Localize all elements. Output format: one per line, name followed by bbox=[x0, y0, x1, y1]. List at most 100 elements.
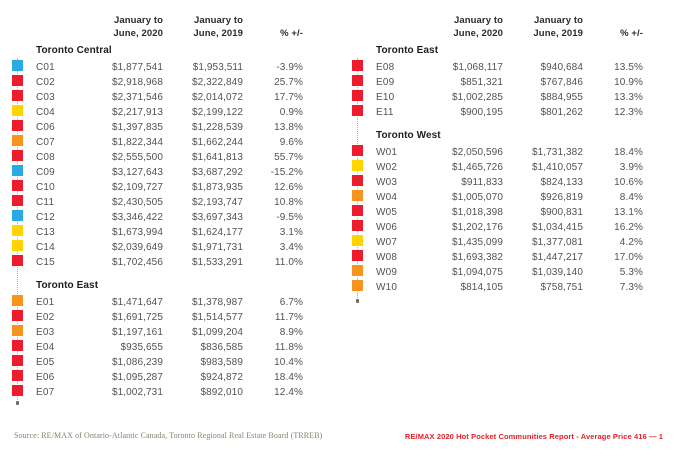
table-row-C09: C09 $3,127,643 $3,687,292 -15.2% bbox=[12, 163, 303, 178]
avg-price-2020: $1,691,725 bbox=[111, 311, 163, 323]
pct-change: 13.8% bbox=[274, 121, 303, 133]
table-row-E05: E05 $1,086,239 $983,589 10.4% bbox=[12, 353, 303, 368]
district-color-swatch bbox=[352, 160, 363, 171]
district-color-swatch bbox=[12, 295, 23, 306]
district-color-swatch bbox=[12, 385, 23, 396]
swatch-cell bbox=[12, 178, 36, 196]
table-row-E09: E09 $851,321 $767,846 10.9% bbox=[352, 73, 643, 88]
district-color-swatch bbox=[352, 280, 363, 291]
swatch-cell bbox=[12, 208, 36, 226]
avg-price-2020: $1,202,176 bbox=[451, 221, 503, 233]
swatch-cell bbox=[12, 383, 36, 401]
avg-price-2019: $758,751 bbox=[540, 281, 583, 293]
swatch-cell bbox=[352, 143, 376, 161]
pct-change: 10.6% bbox=[614, 176, 643, 188]
avg-price-2019: $924,872 bbox=[200, 371, 243, 383]
table-row-C12: C12 $3,346,422 $3,697,343 -9.5% bbox=[12, 208, 303, 223]
table-row-W02: W02 $1,465,726 $1,410,057 3.9% bbox=[352, 158, 643, 173]
district-code: W07 bbox=[376, 236, 398, 248]
header-spacer bbox=[36, 14, 88, 40]
table-row-W04: W04 $1,005,070 $926,819 8.4% bbox=[352, 188, 643, 203]
swatch-cell bbox=[352, 263, 376, 281]
pct-change: 8.4% bbox=[619, 191, 643, 203]
table-row-C04: C04 $2,217,913 $2,199,122 0.9% bbox=[12, 103, 303, 118]
table-row-E08: E08 $1,068,117 $940,684 13.5% bbox=[352, 58, 643, 73]
district-color-swatch bbox=[12, 195, 23, 206]
district-color-swatch bbox=[12, 120, 23, 131]
swatch-cell bbox=[12, 293, 36, 311]
pct-change: 5.3% bbox=[619, 266, 643, 278]
district-code: C08 bbox=[36, 151, 55, 163]
section-title: Toronto Central bbox=[36, 45, 112, 56]
pct-change: 11.8% bbox=[274, 341, 303, 353]
avg-price-2019: $1,873,935 bbox=[191, 181, 243, 193]
district-color-swatch bbox=[12, 135, 23, 146]
district-color-swatch bbox=[12, 225, 23, 236]
swatch-cell bbox=[12, 353, 36, 371]
avg-price-2019: $884,955 bbox=[540, 91, 583, 103]
district-color-swatch bbox=[12, 325, 23, 336]
avg-price-2019: $801,262 bbox=[540, 106, 583, 118]
avg-price-2020: $935,655 bbox=[120, 341, 163, 353]
avg-price-2020: $911,833 bbox=[461, 176, 503, 188]
swatch-cell bbox=[12, 133, 36, 151]
avg-price-2019: $2,199,122 bbox=[191, 106, 243, 118]
avg-price-2019: $1,624,177 bbox=[191, 226, 243, 238]
section-toronto-east: Toronto East E08 $1,068,117 $940,684 13.… bbox=[352, 44, 643, 118]
avg-price-2020: $814,105 bbox=[460, 281, 503, 293]
avg-price-2020: $1,465,726 bbox=[451, 161, 503, 173]
pct-change: 3.1% bbox=[279, 226, 303, 238]
table-row-E10: E10 $1,002,285 $884,955 13.3% bbox=[352, 88, 643, 103]
avg-price-2020: $1,002,731 bbox=[111, 386, 163, 398]
district-color-swatch bbox=[12, 340, 23, 351]
avg-price-2020: $1,086,239 bbox=[111, 356, 163, 368]
avg-price-2020: $2,217,913 bbox=[111, 106, 163, 118]
avg-price-2019: $983,589 bbox=[200, 356, 243, 368]
district-code: E03 bbox=[36, 326, 55, 338]
pct-change: 4.2% bbox=[619, 236, 643, 248]
connector-end-dot-left bbox=[16, 401, 19, 405]
swatch-cell bbox=[12, 103, 36, 121]
col-header-change: % +/- bbox=[620, 28, 643, 39]
avg-price-2019: $926,819 bbox=[540, 191, 583, 203]
district-code: C12 bbox=[36, 211, 55, 223]
district-color-swatch bbox=[352, 60, 363, 71]
table-row-E03: E03 $1,197,161 $1,099,204 8.9% bbox=[12, 323, 303, 338]
table-row-W08: W08 $1,693,382 $1,447,217 17.0% bbox=[352, 248, 643, 263]
avg-price-2020: $1,018,398 bbox=[451, 206, 503, 218]
pct-change: 10.4% bbox=[274, 356, 303, 368]
swatch-cell bbox=[12, 308, 36, 326]
table-header-row: January to June, 2020 January to June, 2… bbox=[352, 14, 643, 40]
pct-change: 3.9% bbox=[619, 161, 643, 173]
district-color-swatch bbox=[12, 370, 23, 381]
avg-price-2020: $1,673,994 bbox=[111, 226, 163, 238]
district-code: C13 bbox=[36, 226, 55, 238]
pct-change: -9.5% bbox=[276, 211, 303, 223]
swatch-cell bbox=[12, 73, 36, 91]
pct-change: 55.7% bbox=[274, 151, 303, 163]
district-color-swatch bbox=[12, 310, 23, 321]
col-header-2020: January to June, 2020 bbox=[453, 15, 503, 39]
swatch-cell bbox=[12, 253, 36, 271]
avg-price-2020: $2,918,968 bbox=[111, 76, 163, 88]
district-code: C04 bbox=[36, 106, 55, 118]
table-row-W07: W07 $1,435,099 $1,377,081 4.2% bbox=[352, 233, 643, 248]
avg-price-2020: $1,435,099 bbox=[451, 236, 503, 248]
district-code: C15 bbox=[36, 256, 55, 268]
avg-price-2020: $3,127,643 bbox=[111, 166, 163, 178]
district-color-swatch bbox=[12, 90, 23, 101]
district-code: C03 bbox=[36, 91, 55, 103]
swatch-cell bbox=[12, 118, 36, 136]
district-color-swatch bbox=[352, 145, 363, 156]
district-code: E08 bbox=[376, 61, 395, 73]
avg-price-2019: $1,034,415 bbox=[531, 221, 583, 233]
swatch-cell bbox=[352, 73, 376, 91]
district-code: W10 bbox=[376, 281, 398, 293]
avg-price-2020: $2,039,649 bbox=[111, 241, 163, 253]
table-row-E11: E11 $900,195 $801,262 12.3% bbox=[352, 103, 643, 118]
pct-change: 13.3% bbox=[614, 91, 643, 103]
table-row-C10: C10 $2,109,727 $1,873,935 12.6% bbox=[12, 178, 303, 193]
pct-change: -15.2% bbox=[270, 166, 303, 178]
district-color-swatch bbox=[12, 165, 23, 176]
swatch-cell bbox=[352, 88, 376, 106]
